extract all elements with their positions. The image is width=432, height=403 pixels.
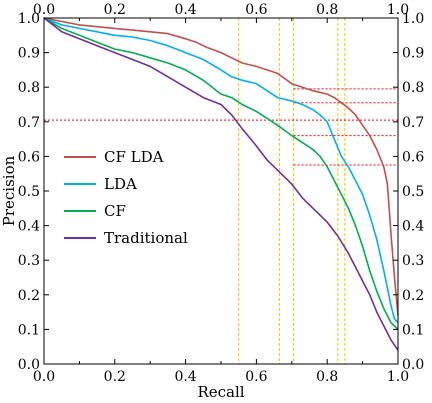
y-tick-label-right-7: 0.7 <box>402 115 424 131</box>
y-tick-label-right-8: 0.8 <box>402 80 424 96</box>
series-line-2 <box>43 17 399 330</box>
y-tick-label-right-2: 0.2 <box>402 288 424 304</box>
y-tick-label-left-1: 0.1 <box>18 322 40 338</box>
x-tick-label-top-4: 0.8 <box>316 2 338 18</box>
series-line-3 <box>43 17 399 351</box>
y-tick-label-left-7: 0.7 <box>18 115 40 131</box>
y-tick-label-left-0: 0.0 <box>18 357 40 373</box>
y-tick-label-left-5: 0.5 <box>18 184 40 200</box>
y-tick-label-left-4: 0.4 <box>18 219 40 235</box>
legend-label-2: CF <box>104 202 126 220</box>
x-tick-label-bottom-4: 0.8 <box>316 369 338 385</box>
y-tick-label-right-0: 0.0 <box>402 357 424 373</box>
y-tick-label-left-3: 0.3 <box>18 253 40 269</box>
x-tick-label-top-0: 0.0 <box>33 2 55 18</box>
y-tick-label-left-2: 0.2 <box>18 288 40 304</box>
x-tick-label-bottom-2: 0.4 <box>174 369 196 385</box>
legend-label-3: Traditional <box>104 229 188 247</box>
y-tick-label-left-10: 1.0 <box>18 11 40 27</box>
series-line-0 <box>43 17 399 316</box>
series-line-1 <box>43 17 399 324</box>
y-axis-label: Precision <box>0 155 18 226</box>
y-tick-label-right-6: 0.6 <box>402 149 424 165</box>
legend-label-1: LDA <box>104 175 137 193</box>
x-tick-label-top-5: 1.0 <box>387 2 409 18</box>
tick-labels: 0.00.00.20.20.40.40.60.60.80.81.01.00.0 0… <box>18 2 425 385</box>
x-tick-label-bottom-0: 0.0 <box>33 369 55 385</box>
y-tick-label-left-9: 0.9 <box>18 46 40 62</box>
x-tick-label-top-3: 0.6 <box>245 2 267 18</box>
x-axis-label: Recall <box>197 383 244 401</box>
tick-marks <box>43 17 399 365</box>
legend-label-0: CF LDA <box>104 148 164 166</box>
y-tick-label-left-6: 0.6 <box>18 149 40 165</box>
x-tick-label-top-1: 0.2 <box>104 2 126 18</box>
y-tick-label-right-4: 0.4 <box>402 219 424 235</box>
x-tick-label-bottom-5: 1.0 <box>387 369 409 385</box>
series-lines <box>43 17 399 351</box>
legend: CF LDA LDA CF Traditional <box>64 148 188 247</box>
x-tick-label-bottom-1: 0.2 <box>104 369 126 385</box>
x-tick-label-bottom-3: 0.6 <box>245 369 267 385</box>
y-tick-label-right-10: 1.0 <box>402 11 424 27</box>
y-tick-label-left-8: 0.8 <box>18 80 40 96</box>
y-tick-label-right-9: 0.9 <box>402 46 424 62</box>
x-tick-label-top-2: 0.4 <box>174 2 196 18</box>
y-tick-label-right-3: 0.3 <box>402 253 424 269</box>
y-tick-label-right-5: 0.5 <box>402 184 424 200</box>
y-tick-label-right-1: 0.1 <box>402 322 424 338</box>
